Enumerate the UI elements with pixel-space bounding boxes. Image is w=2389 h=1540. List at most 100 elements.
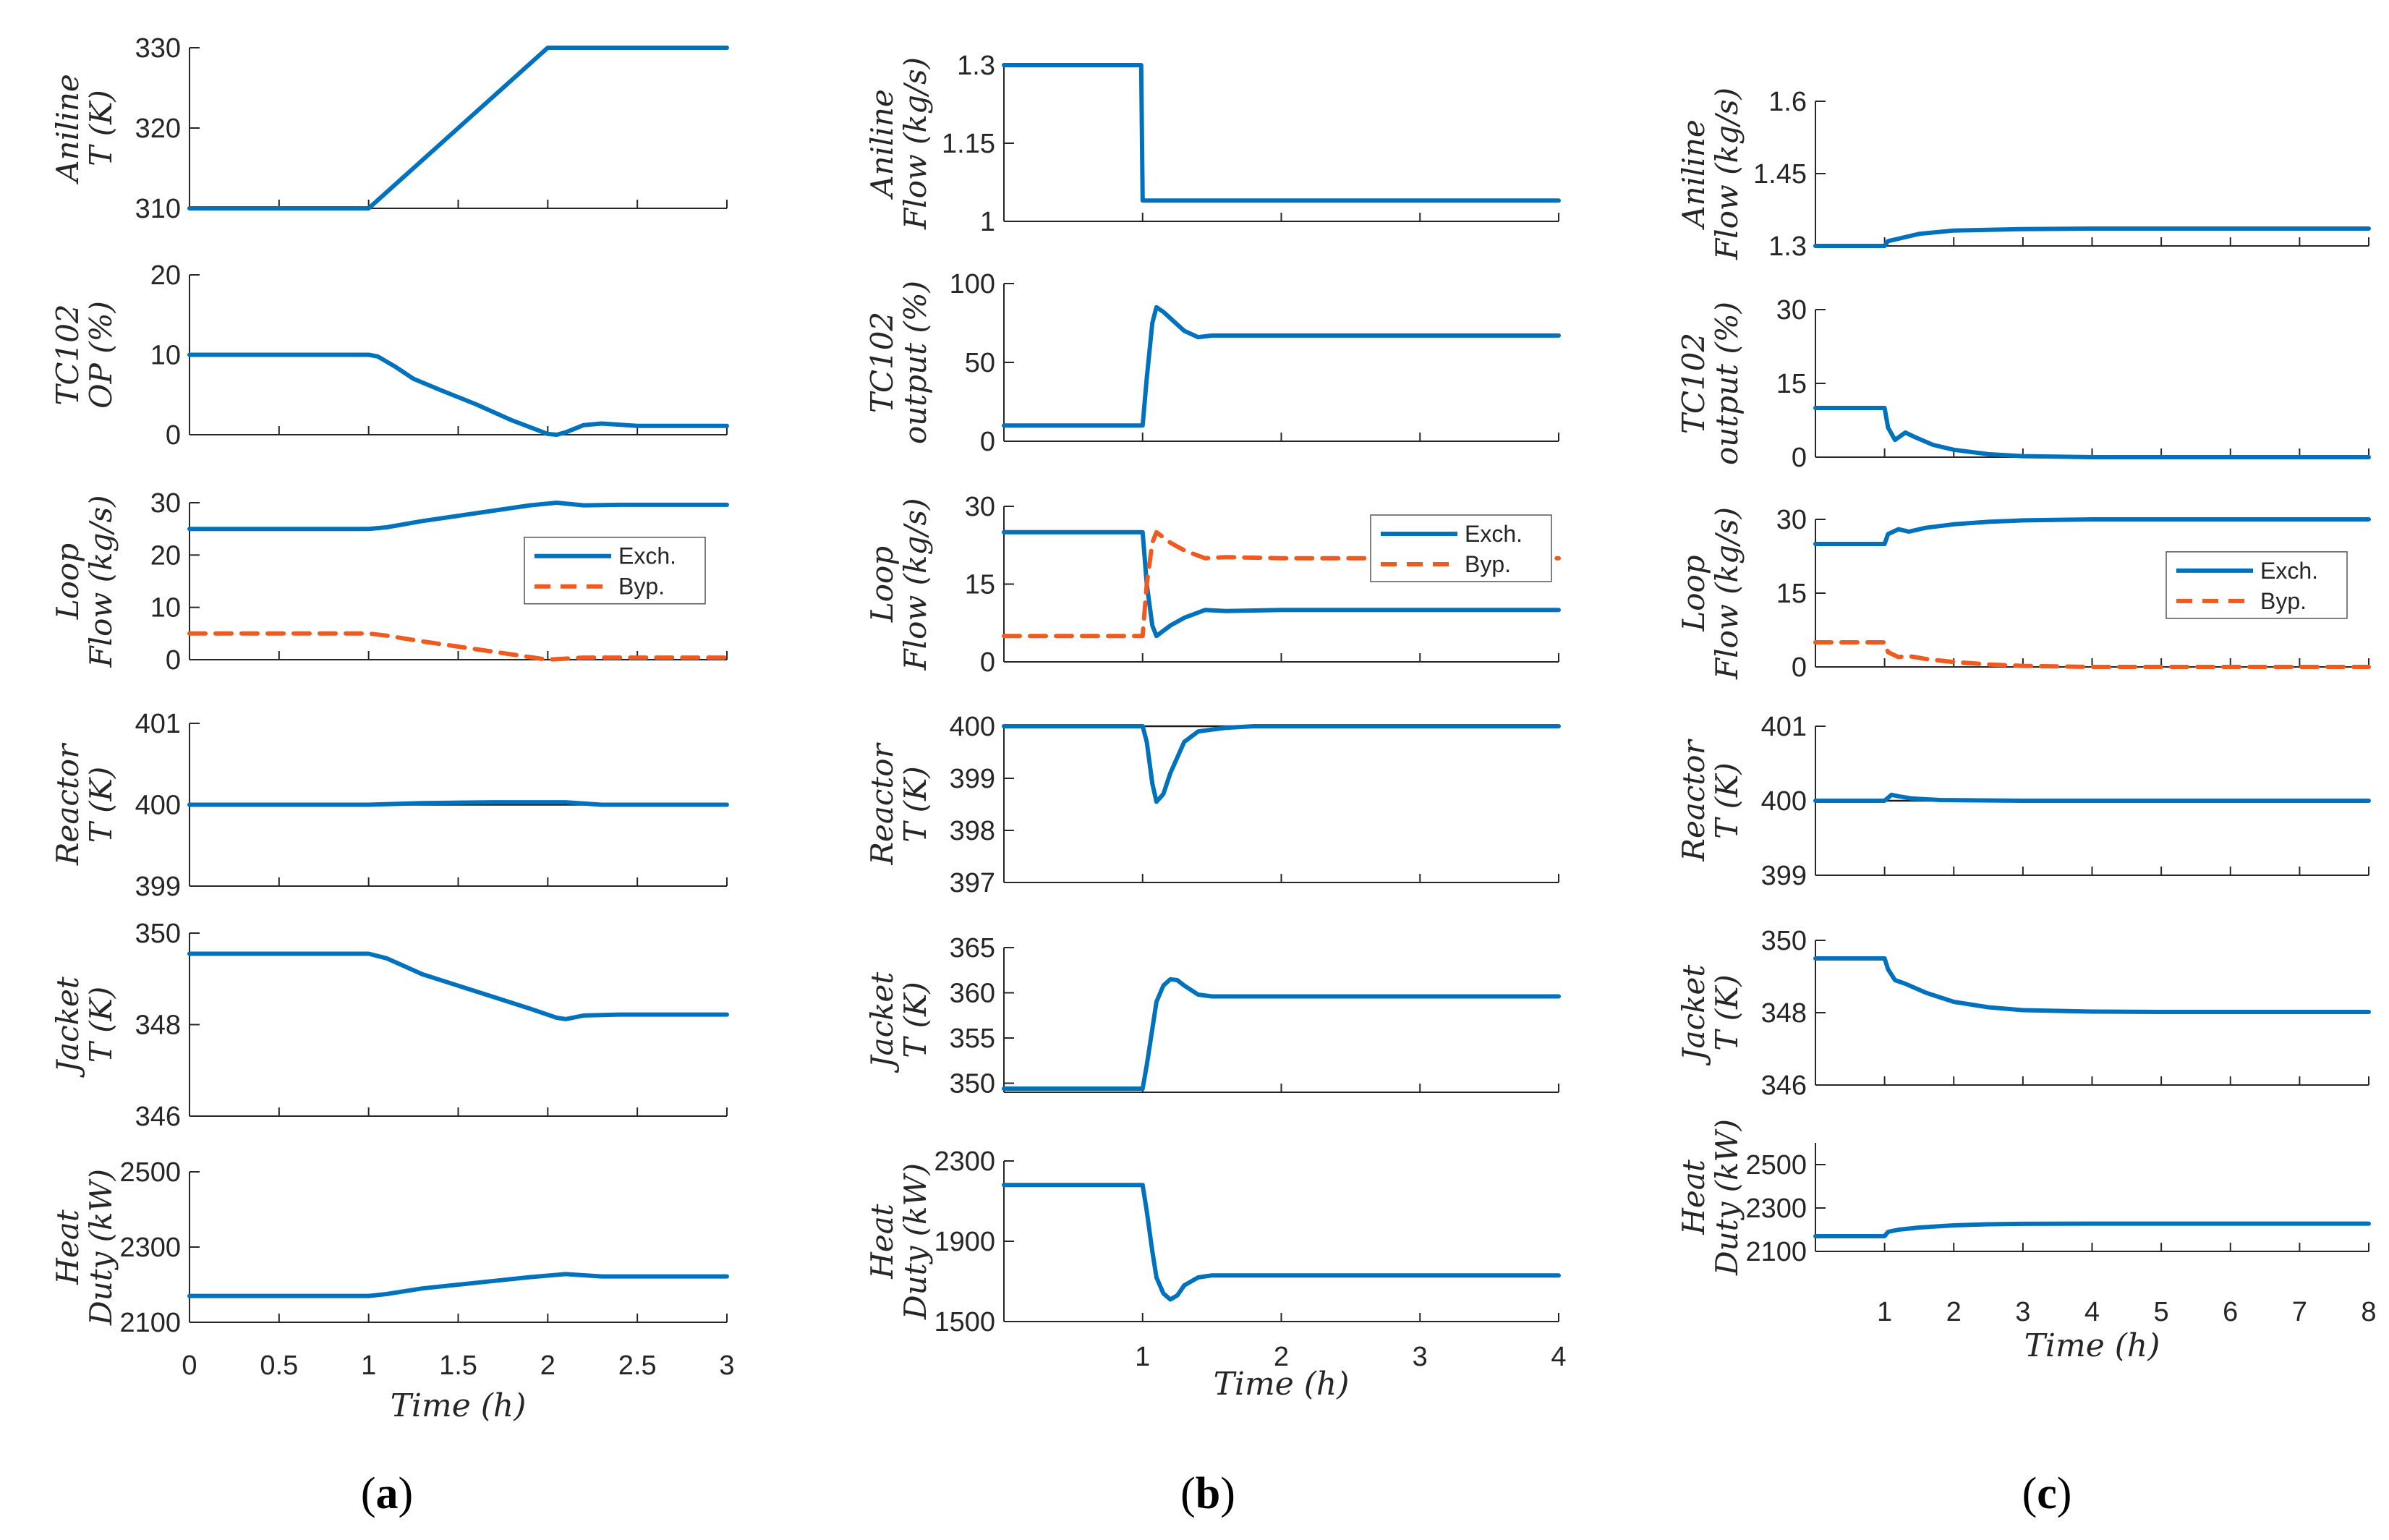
y-axis-label-line: Duty (kW) [83, 1169, 119, 1326]
y-axis-label-line: T (K) [898, 982, 933, 1058]
y-tick-label: 350 [135, 919, 181, 949]
subplot-c-5: 346 348 350 JacketT (K) [1676, 926, 2371, 1101]
subplot-a-3: 0 10 20 30 LoopFlow (kg/s) Exch. Byp. [50, 488, 729, 676]
subplot-a-5: 346 348 350 JacketT (K) [50, 919, 729, 1132]
y-axis-label: TC102output (%) [1676, 302, 1745, 465]
y-axis-label-line: Flow (kg/s) [83, 495, 119, 668]
y-tick-label: 1.3 [1768, 231, 1807, 262]
subplot-b-4: 397 398 399 400 ReactorT (K) [864, 712, 1561, 898]
y-axis-label-line: Jacket [864, 972, 900, 1074]
y-axis-label: AnilineFlow (kg/s) [1676, 88, 1745, 260]
y-tick-label: 1900 [934, 1227, 995, 1257]
series-reactor-t [1002, 724, 1561, 804]
y-tick-label: 1.45 [1753, 159, 1807, 190]
y-tick-label: 350 [1761, 926, 1807, 956]
series-aniline-flow [1002, 63, 1561, 203]
y-axis-label: HeatDuty (kW) [864, 1163, 933, 1320]
x-tick-label: 1.5 [439, 1350, 477, 1381]
legend-entry: Exch. [618, 543, 676, 569]
y-axis-label: JacketT (K) [50, 977, 119, 1079]
y-axis-label-line: TC102 [1676, 333, 1711, 434]
x-tick-label: 1 [1135, 1342, 1150, 1372]
series-heat-duty [1002, 1183, 1561, 1302]
y-tick-label: 30 [1776, 505, 1807, 535]
legend-box [524, 536, 706, 605]
x-tick-label: 7 [2292, 1297, 2307, 1327]
x-tick-label: 8 [2361, 1297, 2376, 1327]
series-jacket-t [187, 951, 729, 1021]
x-tick-label: 3 [1413, 1342, 1428, 1372]
y-tick-label: 15 [1776, 579, 1807, 609]
y-axis-label-line: T (K) [898, 766, 933, 843]
x-tick-label: 5 [2154, 1297, 2169, 1327]
series-jacket-t [1813, 956, 2371, 1014]
y-tick-label: 30 [150, 488, 181, 519]
y-tick-label: 0 [980, 647, 995, 678]
y-tick-label: 20 [150, 260, 181, 291]
y-tick-label: 400 [135, 791, 181, 821]
y-axis-label-line: TC102 [50, 304, 85, 405]
y-axis-label-line: Heat [1676, 1160, 1711, 1235]
y-axis-label: HeatDuty (kW) [1676, 1119, 1745, 1276]
y-tick-label: 2300 [119, 1233, 181, 1263]
y-axis-label-line: Duty (kW) [1709, 1119, 1745, 1276]
x-tick-label: 3 [2015, 1297, 2030, 1327]
y-axis-label-line: Flow (kg/s) [1709, 88, 1745, 260]
y-tick-label: 0 [1792, 443, 1807, 473]
subplot-a-1: 310 320 330 AnilineT (K) [50, 33, 729, 224]
y-tick-label: 399 [135, 872, 181, 902]
series-exch [1002, 529, 1561, 639]
y-axis-label-line: T (K) [1709, 762, 1745, 839]
y-tick-label: 30 [1776, 295, 1807, 326]
y-axis-label: LoopFlow (kg/s) [1676, 507, 1745, 680]
y-tick-label: 330 [135, 33, 181, 64]
y-axis-label: TC102output (%) [864, 281, 933, 444]
x-tick-label: 0.5 [260, 1350, 298, 1381]
x-tick-label: 0 [182, 1350, 197, 1381]
y-tick-label: 10 [150, 341, 181, 371]
y-axis-label-line: Aniline [864, 89, 900, 200]
y-axis-label-line: Flow (kg/s) [898, 57, 933, 230]
x-axis-label: Time (h) [391, 1387, 527, 1424]
y-axis-label-line: Loop [864, 546, 900, 623]
y-axis-label: JacketT (K) [864, 972, 933, 1074]
y-tick-label: 0 [166, 420, 181, 451]
series-exch [187, 501, 729, 532]
legend-entry: Byp. [618, 574, 665, 600]
x-tick-label: 2.5 [618, 1350, 657, 1381]
x-tick-label: 6 [2223, 1297, 2238, 1327]
series-tc102-op [187, 352, 729, 437]
y-tick-label: 2500 [1745, 1150, 1807, 1180]
y-tick-label: 0 [1792, 652, 1807, 683]
x-tick-label: 1 [361, 1350, 376, 1381]
y-tick-label: 346 [1761, 1071, 1807, 1101]
y-tick-label: 2100 [1745, 1237, 1807, 1267]
y-tick-label: 397 [950, 868, 995, 898]
y-tick-label: 0 [980, 427, 995, 457]
subplot-b-1: 1 1.15 1.3 AnilineFlow (kg/s) [864, 51, 1561, 237]
y-tick-label: 348 [1761, 998, 1807, 1029]
series-byp [1813, 640, 2371, 669]
legend: Exch. Byp. [1370, 514, 1552, 582]
y-tick-label: 2300 [1745, 1194, 1807, 1224]
y-tick-label: 15 [1776, 369, 1807, 399]
legend-entry: Byp. [1465, 551, 1511, 577]
y-axis-label-line: T (K) [1709, 974, 1745, 1051]
x-tick-label: 2 [1274, 1342, 1289, 1372]
y-tick-label: 360 [950, 979, 995, 1009]
legend: Exch. Byp. [524, 536, 706, 605]
y-tick-label: 399 [950, 764, 995, 794]
y-axis-label-line: Loop [50, 543, 85, 620]
x-tick-label: 2 [540, 1350, 555, 1381]
y-tick-label: 320 [135, 114, 181, 144]
y-tick-label: 1 [980, 207, 995, 237]
subplot-b-2: 0 50 100 TC102output (%) [864, 269, 1561, 457]
y-tick-label: 346 [135, 1102, 181, 1132]
x-tick-label: 1 [1877, 1297, 1892, 1327]
y-axis-label-line: Aniline [1676, 119, 1711, 231]
y-axis-label-line: T (K) [83, 90, 119, 166]
